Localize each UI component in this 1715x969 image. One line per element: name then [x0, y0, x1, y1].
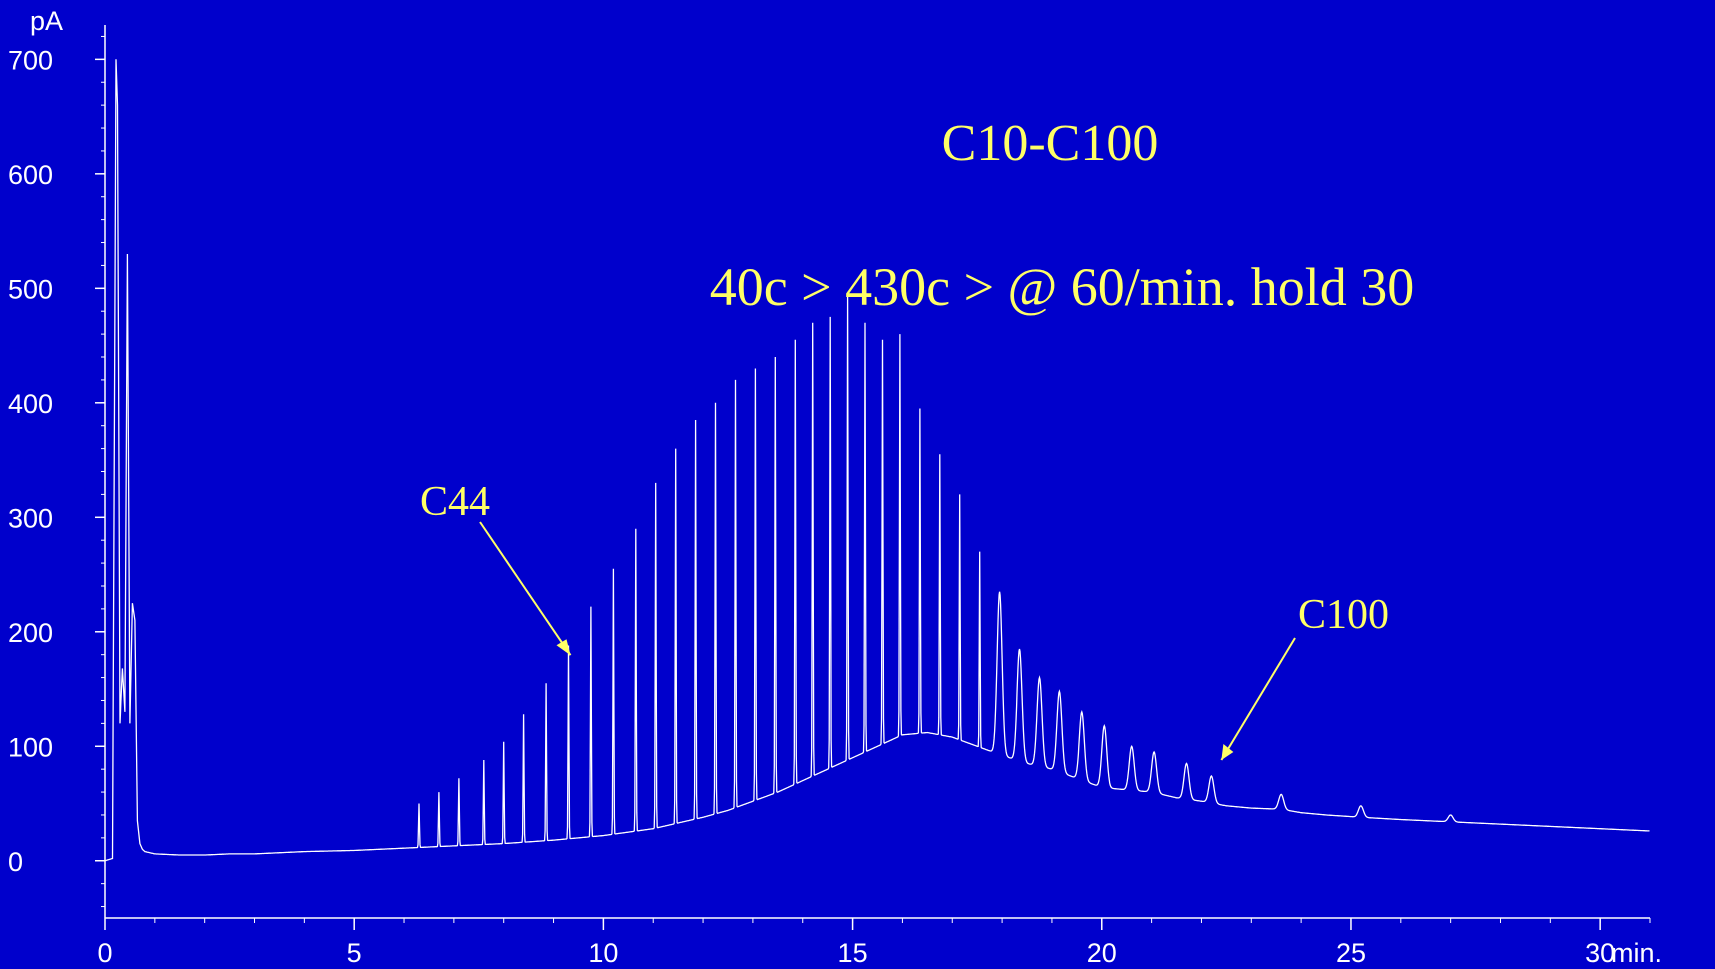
x-tick-label: 15 [838, 938, 868, 968]
c44-annotation-arrow [479, 521, 572, 656]
y-tick-label: 500 [8, 274, 53, 304]
x-tick-label: 0 [97, 938, 112, 968]
x-tick-label: 5 [347, 938, 362, 968]
y-tick-label: 300 [8, 503, 53, 533]
c100-annotation-arrow [1220, 637, 1296, 761]
x-tick-label: 30 [1585, 938, 1615, 968]
c44-arrow-head [556, 639, 571, 656]
x-tick-label: 10 [588, 938, 618, 968]
y-tick-label: 200 [8, 618, 53, 648]
chart-axes: 0 100 200 300 400 500 600 700 0 5 10 15 20 25 30 [8, 25, 1651, 968]
y-tick-label: 400 [8, 389, 53, 419]
chart-title: C10-C100 [942, 115, 1159, 172]
c100-annotation-label: C100 [1298, 592, 1389, 638]
annotation-layer: C44 C100 [420, 479, 1389, 761]
chart-subtitle: 40c > 430c > @ 60/min. hold 30 [710, 257, 1415, 317]
x-tick-label: 25 [1336, 938, 1366, 968]
chromatogram-trace [104, 59, 1650, 862]
y-tick-label: 0 [8, 847, 23, 877]
c100-arrow-head [1221, 744, 1234, 761]
y-tick-label: 100 [8, 732, 53, 762]
c44-annotation-label: C44 [420, 479, 490, 525]
chromatogram-trace-layer [104, 59, 1650, 862]
x-axis-unit-label: min. [1611, 938, 1662, 968]
y-tick-label: 600 [8, 160, 53, 190]
y-tick-label: 700 [8, 45, 53, 75]
x-tick-label: 20 [1087, 938, 1117, 968]
y-axis-unit-label: pA [30, 6, 63, 36]
